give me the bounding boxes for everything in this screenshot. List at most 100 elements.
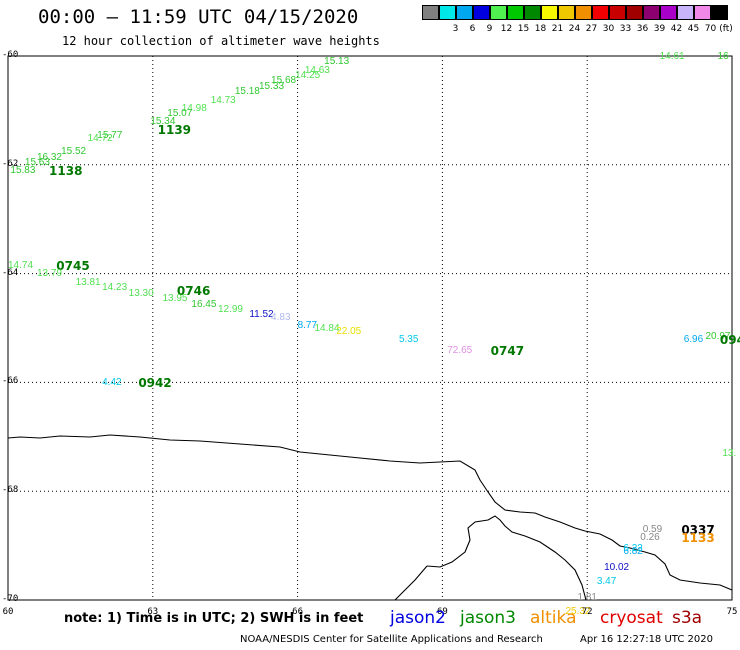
wave-height-label: 6.96: [683, 333, 704, 345]
map-frame: [7, 55, 733, 601]
wave-height-label: 13.81: [75, 276, 101, 288]
wave-height-label: 13.: [722, 448, 737, 460]
coastline: [7, 434, 733, 591]
pass-time-label: 0745: [56, 259, 90, 274]
legend-swatch: [660, 5, 677, 20]
wave-height-label: 14.23: [102, 282, 128, 294]
wave-height-label: 1.81: [577, 592, 597, 604]
longitude-label: 60: [2, 607, 14, 617]
wave-height-label: 15.63: [24, 157, 50, 169]
pass-time-label: 1133: [681, 531, 715, 546]
map-title: 00:00 – 11:59 UTC 04/15/2020: [38, 6, 359, 28]
legend-label: 30: [602, 24, 615, 34]
legend-label: 12: [500, 24, 513, 34]
wave-height-label: 14.63: [304, 64, 330, 76]
satellite-name: altika: [530, 608, 577, 628]
wave-height-label: 16: [717, 51, 729, 62]
legend-swatch: [456, 5, 473, 20]
latitude-label: -70: [2, 594, 19, 604]
pass-time-label: 0942: [138, 376, 172, 391]
pass-time-label: 1138: [49, 164, 83, 179]
longitude-label: 66: [292, 607, 304, 617]
legend-swatch: [677, 5, 694, 20]
wave-height-label: 0.26: [640, 532, 660, 544]
footer-note: note: 1) Time is in UTC; 2) SWH is in fe…: [64, 611, 364, 626]
legend-label: 24: [568, 24, 581, 34]
wave-height-label: 14.98: [181, 102, 207, 114]
wave-height-label: 3.47: [596, 575, 617, 587]
legend-label: 39: [653, 24, 666, 34]
wave-height-label: 0.59: [642, 524, 663, 536]
legend-label: 9: [486, 24, 493, 34]
legend-label: 18: [534, 24, 547, 34]
legend-swatch: [558, 5, 575, 20]
latitude-label: -66: [2, 376, 19, 387]
coastline-island: [426, 515, 587, 601]
wave-height-label: 4.83: [271, 312, 291, 324]
legend-swatch: [439, 5, 456, 20]
legend-swatch: [575, 5, 592, 20]
wave-height-label: 6.82: [623, 546, 643, 558]
legend-swatch: [626, 5, 643, 20]
legend-label: 27: [585, 24, 598, 34]
wave-height-label: 12.99: [217, 303, 243, 315]
wave-height-label: 16.32: [36, 151, 62, 163]
wave-height-label: 4.42: [102, 377, 122, 389]
longitude-label: 63: [147, 607, 159, 617]
wave-height-label: 22.05: [336, 325, 362, 337]
latitude-label: -62: [2, 158, 19, 169]
longitude-label: 75: [726, 607, 738, 617]
legend-swatch: [507, 5, 524, 20]
wave-height-label: 15.33: [258, 80, 285, 92]
pass-time-label: 0746: [176, 283, 211, 298]
legend-label: 33: [619, 24, 632, 34]
wave-height-label: 14.84: [314, 323, 340, 334]
legend-label: 3: [452, 24, 459, 34]
legend-swatch: [711, 5, 728, 20]
graticule: [8, 56, 732, 600]
wave-height-label: 14.72: [87, 132, 113, 144]
credit-line: NOAA/NESDIS Center for Satellite Applica…: [240, 634, 543, 645]
satellite-name: jason3: [460, 608, 516, 628]
legend-label: 21: [551, 24, 564, 34]
legend-label: 42: [670, 24, 683, 34]
wave-height-label: 15.68: [271, 75, 297, 87]
legend-label: 6: [469, 24, 476, 34]
legend-swatch: [694, 5, 711, 20]
pass-time-label: 094: [719, 332, 740, 347]
wave-height-label: 15.34: [150, 116, 176, 128]
latitude-label: -64: [2, 267, 19, 278]
wave-height-label: 13.95: [162, 293, 188, 305]
legend-label: 45: [687, 24, 700, 34]
wave-height-label: 15.77: [97, 129, 123, 141]
longitude-label: 72: [581, 607, 593, 617]
wave-height-label: 11.52: [249, 309, 274, 321]
wave-height-label: 14.25: [295, 70, 321, 82]
legend-swatch: [643, 5, 660, 20]
latitude-label: -60: [2, 50, 19, 60]
legend-swatch: [592, 5, 609, 20]
coastline-bay: [394, 565, 428, 601]
wave-height-label: 8.77: [297, 320, 318, 332]
pass-time-label: 0747: [490, 343, 525, 358]
wave-height-label: 15.18: [234, 86, 260, 98]
legend-unit: (ft): [719, 24, 733, 34]
legend-swatch: [422, 5, 439, 20]
legend-swatch: [541, 5, 558, 20]
longitude-label: 69: [436, 607, 448, 617]
wave-height-label: 13.30: [128, 287, 154, 299]
wave-height-label: 5.35: [398, 333, 419, 345]
satellite-name: s3a: [672, 608, 703, 628]
legend-swatch: [609, 5, 626, 20]
wave-height-label: 13.79: [36, 267, 62, 279]
wave-height-label: 14.74: [8, 260, 34, 272]
wave-height-label: 14.61: [659, 51, 685, 62]
wave-height-label: 10.02: [604, 562, 630, 574]
legend-label: 15: [517, 24, 530, 34]
map-subtitle: 12 hour collection of altimeter wave hei…: [62, 34, 380, 48]
pass-time-label: 0337: [681, 523, 715, 538]
latitude-label: -68: [2, 485, 19, 496]
wave-height-label: 72.65: [447, 344, 473, 356]
wave-height-label: 15.52: [61, 146, 87, 158]
